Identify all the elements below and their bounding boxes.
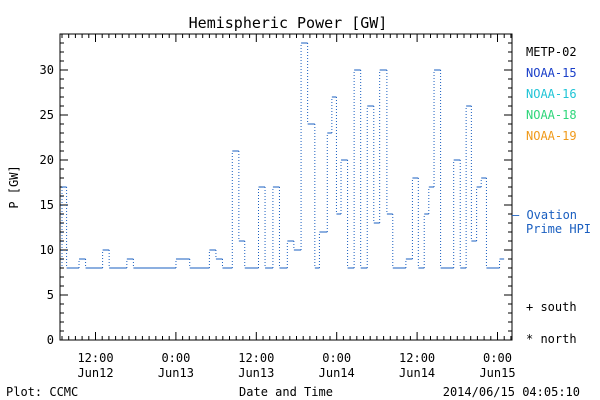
x-axis-label: Date and Time (239, 385, 333, 399)
legend-entry: NOAA-15 (526, 66, 577, 80)
legend: METP-02 NOAA-15 NOAA-16 NOAA-18 NOAA-19 (526, 45, 577, 143)
x-tick-time-label: 12:00 (238, 351, 274, 365)
ovation-label-line1: — Ovation (512, 208, 577, 222)
y-tick-label: 30 (40, 63, 54, 77)
x-tick-time-label: 12:00 (399, 351, 435, 365)
y-tick-label: 5 (47, 288, 54, 302)
x-tick-date-label: Jun14 (319, 366, 355, 380)
ovation-label-line2: Prime HPI (526, 222, 591, 236)
plot-credit: Plot: CCMC (6, 385, 78, 399)
south-marker-label: + south (526, 300, 577, 314)
y-tick-label: 10 (40, 243, 54, 257)
legend-entry: NOAA-19 (526, 129, 577, 143)
x-tick-time-label: 0:00 (161, 351, 190, 365)
series-layer (61, 42, 505, 269)
x-tick-time-label: 12:00 (77, 351, 113, 365)
y-tick-label: 25 (40, 108, 54, 122)
x-tick-time-label: 0:00 (322, 351, 351, 365)
y-axis-ticks: 0 5 10 15 20 25 30 (40, 33, 512, 347)
legend-entry: METP-02 (526, 45, 577, 59)
x-tick-date-label: Jun13 (238, 366, 274, 380)
chart-title: Hemispheric Power [GW] (189, 14, 388, 32)
y-tick-label: 20 (40, 153, 54, 167)
x-tick-time-label: 0:00 (483, 351, 512, 365)
y-tick-label: 0 (47, 333, 54, 347)
y-tick-label: 15 (40, 198, 54, 212)
x-tick-date-label: Jun14 (399, 366, 435, 380)
y-axis-label: P [GW] (7, 165, 21, 208)
x-axis-ticks: 12:00Jun120:00Jun1312:00Jun130:00Jun1412… (61, 34, 516, 380)
x-tick-date-label: Jun12 (77, 366, 113, 380)
x-tick-date-label: Jun15 (479, 366, 515, 380)
timestamp: 2014/06/15 04:05:10 (443, 385, 580, 399)
north-marker-label: * north (526, 332, 577, 346)
legend-entry: NOAA-18 (526, 108, 577, 122)
plot-frame (59, 33, 513, 341)
x-tick-date-label: Jun13 (158, 366, 194, 380)
legend-entry: NOAA-16 (526, 87, 577, 101)
